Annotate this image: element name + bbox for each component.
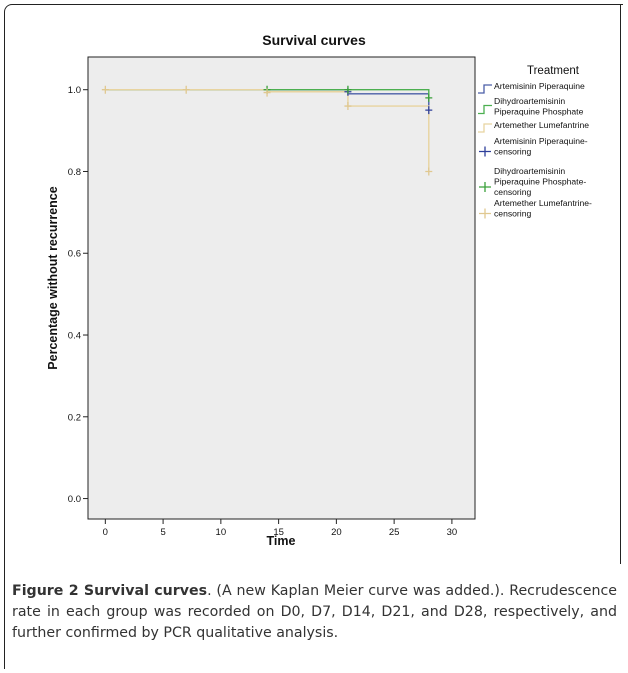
legend: Artemisinin Piperaquine Dihydroartemisini… xyxy=(478,81,592,219)
legend-label: Artemisinin Piperaquine xyxy=(494,81,585,91)
y-tick-label: 0.2 xyxy=(68,412,81,423)
y-tick-label: 1.0 xyxy=(68,85,81,96)
x-tick-label: 10 xyxy=(216,527,227,538)
legend-label: Dihydroartemisinin Piperaquine Phosphate-… xyxy=(494,166,586,197)
caption-lead: Figure 2 Survival curves xyxy=(12,583,208,599)
x-tick-label: 0 xyxy=(103,527,108,538)
legend-label: Artemisinin Piperaquine-censoring xyxy=(494,136,588,157)
legend-swatch xyxy=(479,146,491,157)
y-tick-label: 0.8 xyxy=(68,167,81,178)
censor-marker-2 xyxy=(263,88,271,97)
legend-swatch xyxy=(478,84,492,94)
censor-marker-2 xyxy=(425,167,433,176)
censor-marker-2 xyxy=(101,85,109,94)
figure-frame xyxy=(4,4,623,669)
legend-label: Artemether Lumefantrine xyxy=(494,120,589,130)
figure-frame-edge xyxy=(620,4,621,564)
censor-marker-1 xyxy=(344,85,352,94)
x-tick-label: 5 xyxy=(160,527,165,538)
y-tick-label: 0.0 xyxy=(68,494,81,505)
censor-marker-2 xyxy=(182,85,190,94)
x-tick-label: 30 xyxy=(447,527,458,538)
x-tick-label: 20 xyxy=(331,527,342,538)
x-axis-label: Time xyxy=(267,534,296,548)
legend-swatch xyxy=(479,208,491,219)
chart-title: Survival curves xyxy=(262,32,366,48)
x-axis: 0 5 10 15 20 25 30 xyxy=(103,519,458,538)
censor-layer xyxy=(101,85,433,176)
caption-body: . (A new Kaplan Meier curve was added.).… xyxy=(12,583,617,641)
y-axis: 0.0 0.2 0.4 0.6 0.8 1.0 xyxy=(68,85,88,505)
survival-chart: Survival curves 0.0 0.2 0.4 0.6 0.8 1.0 0 5 10 1… xyxy=(46,32,592,548)
legend-swatch xyxy=(478,123,492,133)
legend-label: Artemether Lumefantrine-censoring xyxy=(494,198,592,219)
censor-marker-1 xyxy=(425,93,433,102)
legend-title: Treatment xyxy=(527,65,580,77)
plot-area xyxy=(87,56,476,520)
figure-caption: Figure 2 Survival curves. (A new Kaplan … xyxy=(12,581,617,644)
legend-label: Dihydroartemisinin Piperaquine Phosphate xyxy=(494,96,584,117)
legend-swatch xyxy=(479,182,491,192)
y-axis-label: Percentage without recurrence xyxy=(46,186,60,369)
censor-marker-2 xyxy=(344,102,352,111)
x-tick-label: 25 xyxy=(389,527,400,538)
x-tick-label: 15 xyxy=(273,527,284,538)
y-tick-label: 0.6 xyxy=(68,249,81,260)
legend-swatch xyxy=(478,104,492,115)
y-tick-label: 0.4 xyxy=(68,331,81,342)
censor-marker-0 xyxy=(425,106,433,115)
